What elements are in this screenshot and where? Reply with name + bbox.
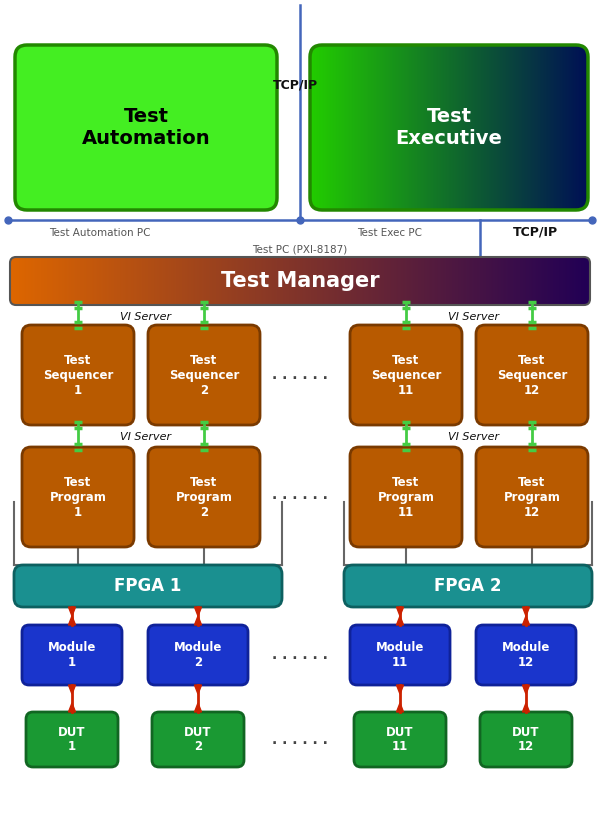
Text: Test
Program
1: Test Program 1 bbox=[50, 475, 106, 518]
Polygon shape bbox=[523, 607, 530, 616]
Text: Test PC (PXI-8187): Test PC (PXI-8187) bbox=[253, 245, 347, 255]
FancyBboxPatch shape bbox=[350, 625, 450, 685]
Polygon shape bbox=[194, 703, 202, 712]
Polygon shape bbox=[68, 616, 76, 625]
Polygon shape bbox=[68, 703, 76, 712]
Text: Test
Program
2: Test Program 2 bbox=[176, 475, 232, 518]
Text: Test
Automation: Test Automation bbox=[82, 107, 211, 148]
FancyBboxPatch shape bbox=[148, 447, 260, 547]
Text: Test
Program
12: Test Program 12 bbox=[503, 475, 560, 518]
Text: . . . . . .: . . . . . . bbox=[272, 648, 328, 662]
Polygon shape bbox=[397, 616, 404, 625]
Text: Test
Sequencer
12: Test Sequencer 12 bbox=[497, 353, 567, 397]
Text: Test
Executive: Test Executive bbox=[395, 107, 502, 148]
Text: DUT
1: DUT 1 bbox=[58, 725, 86, 753]
Text: Test Exec PC: Test Exec PC bbox=[358, 228, 422, 238]
Polygon shape bbox=[523, 703, 530, 712]
Text: Module
2: Module 2 bbox=[174, 641, 222, 669]
FancyBboxPatch shape bbox=[350, 447, 462, 547]
Text: FPGA 2: FPGA 2 bbox=[434, 577, 502, 595]
Text: FPGA 1: FPGA 1 bbox=[115, 577, 182, 595]
FancyBboxPatch shape bbox=[22, 447, 134, 547]
Text: . . . . . .: . . . . . . bbox=[272, 733, 328, 747]
Polygon shape bbox=[523, 685, 530, 694]
Text: VI Server: VI Server bbox=[448, 432, 500, 442]
FancyBboxPatch shape bbox=[344, 565, 592, 607]
Text: VI Server: VI Server bbox=[121, 432, 172, 442]
Text: TCP/IP: TCP/IP bbox=[272, 78, 317, 92]
FancyBboxPatch shape bbox=[15, 45, 277, 210]
Polygon shape bbox=[397, 685, 404, 694]
FancyBboxPatch shape bbox=[14, 565, 282, 607]
Text: Test
Sequencer
2: Test Sequencer 2 bbox=[169, 353, 239, 397]
Text: Test Automation PC: Test Automation PC bbox=[49, 228, 151, 238]
Polygon shape bbox=[194, 685, 202, 694]
FancyBboxPatch shape bbox=[22, 625, 122, 685]
Text: VI Server: VI Server bbox=[448, 312, 500, 322]
FancyBboxPatch shape bbox=[148, 625, 248, 685]
FancyBboxPatch shape bbox=[26, 712, 118, 767]
Text: . . . . . .: . . . . . . bbox=[272, 368, 328, 382]
Text: DUT
2: DUT 2 bbox=[184, 725, 212, 753]
Polygon shape bbox=[68, 607, 76, 616]
FancyBboxPatch shape bbox=[480, 712, 572, 767]
Text: Test
Sequencer
1: Test Sequencer 1 bbox=[43, 353, 113, 397]
FancyBboxPatch shape bbox=[354, 712, 446, 767]
Text: Test
Sequencer
11: Test Sequencer 11 bbox=[371, 353, 441, 397]
Text: TCP/IP: TCP/IP bbox=[512, 225, 557, 238]
FancyBboxPatch shape bbox=[148, 325, 260, 425]
Polygon shape bbox=[194, 607, 202, 616]
Text: DUT
12: DUT 12 bbox=[512, 725, 540, 753]
FancyBboxPatch shape bbox=[152, 712, 244, 767]
Text: DUT
11: DUT 11 bbox=[386, 725, 414, 753]
FancyBboxPatch shape bbox=[350, 325, 462, 425]
Polygon shape bbox=[397, 607, 404, 616]
Text: . . . . . .: . . . . . . bbox=[272, 488, 328, 502]
Polygon shape bbox=[194, 616, 202, 625]
Text: Test Manager: Test Manager bbox=[221, 271, 379, 291]
Polygon shape bbox=[68, 685, 76, 694]
Polygon shape bbox=[523, 616, 530, 625]
Text: VI Server: VI Server bbox=[121, 312, 172, 322]
Text: Module
12: Module 12 bbox=[502, 641, 550, 669]
FancyBboxPatch shape bbox=[22, 325, 134, 425]
Text: Module
1: Module 1 bbox=[48, 641, 96, 669]
Text: Module
11: Module 11 bbox=[376, 641, 424, 669]
FancyBboxPatch shape bbox=[476, 447, 588, 547]
Polygon shape bbox=[397, 703, 404, 712]
FancyBboxPatch shape bbox=[476, 325, 588, 425]
FancyBboxPatch shape bbox=[476, 625, 576, 685]
Text: Test
Program
11: Test Program 11 bbox=[377, 475, 434, 518]
